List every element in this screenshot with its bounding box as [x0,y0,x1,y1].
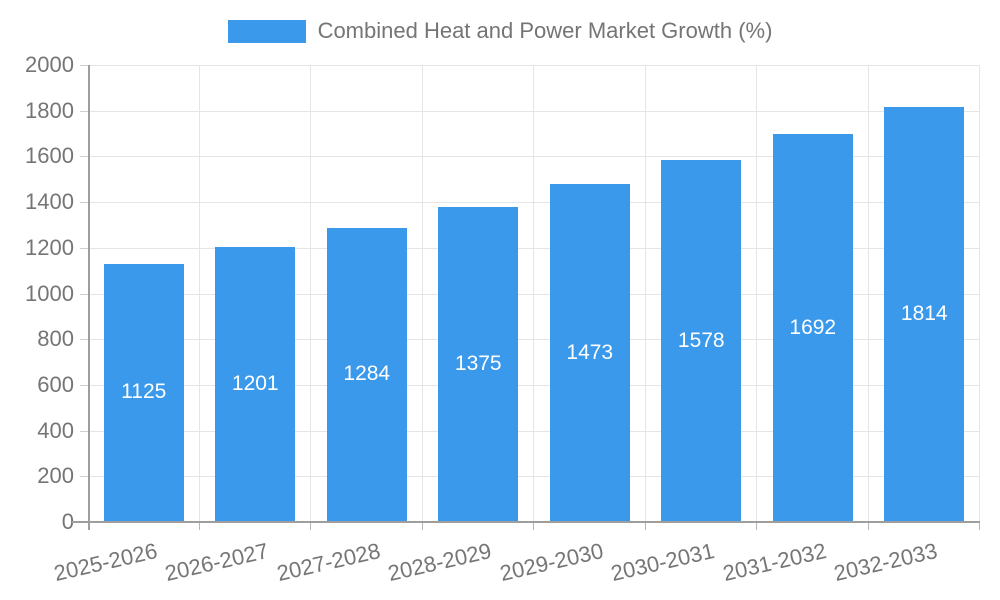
y-axis-tick-label: 200 [37,463,74,489]
y-axis-tick-label: 1600 [25,143,74,169]
y-axis-tick-label: 600 [37,371,74,397]
bar-value-label: 1814 [900,301,948,325]
bar-value-label: 1284 [343,362,391,386]
y-gridline [88,293,980,295]
y-axis-tick-label: 400 [37,417,74,443]
bar[interactable]: 1125 [103,263,184,521]
y-tick-mark [80,156,88,158]
bar[interactable]: 1692 [772,134,853,521]
x-tick-mark [533,522,534,530]
y-tick-mark [80,202,88,204]
legend-label: Combined Heat and Power Market Growth (%… [317,18,773,43]
y-axis-tick-label: 0 [61,509,74,534]
y-axis-tick-label: 2000 [25,52,74,77]
y-gridline [88,476,980,478]
x-tick-mark [867,522,869,530]
x-tick-mark [756,522,757,530]
y-tick-mark [80,110,88,112]
y-gridline [88,430,980,432]
y-tick-mark [80,293,88,295]
bar[interactable]: 1375 [438,206,519,521]
plot-area: 0 200 400 600 800 1000 1200 1400 1600 1800 2000 112… [25,54,980,586]
bar[interactable]: 1814 [884,106,965,521]
y-axis-tick-label: 1800 [25,97,74,123]
x-gridline [756,65,757,522]
bar-value-label: 1125 [121,380,167,404]
x-gridline [310,65,311,522]
bar-value-label: 1578 [677,328,725,352]
y-axis-tick-label: 800 [37,326,74,352]
x-gridline [979,65,980,522]
y-gridline [88,110,980,112]
bar-value-label: 1473 [566,340,614,364]
bar-value-label: 1201 [231,371,279,395]
y-gridline [88,202,980,204]
y-axis-line [88,65,90,530]
y-tick-mark [80,476,88,478]
y-gridline [88,156,980,158]
y-axis-tick-label: 1200 [25,234,74,260]
y-axis-tick-label: 1400 [25,189,74,215]
y-gridline [88,339,980,341]
x-gridline [644,65,646,522]
chart-legend[interactable]: Combined Heat and Power Market Growth (%… [0,18,1000,44]
y-tick-mark [80,430,88,432]
x-gridline [421,65,423,522]
x-axis-line [72,521,980,523]
y-tick-mark [80,339,88,341]
x-gridline [198,65,200,522]
bar[interactable]: 1201 [215,246,296,521]
x-tick-mark [979,522,980,530]
x-tick-mark [198,522,200,530]
x-tick-mark [310,522,311,530]
y-tick-mark [80,384,88,386]
legend-color-swatch [227,19,306,43]
y-axis-tick-label: 1000 [25,280,74,306]
bar-value-label: 1375 [454,351,502,375]
y-tick-mark [80,247,88,249]
x-gridline [533,65,534,522]
bar-value-label: 1692 [789,315,837,339]
bar[interactable]: 1284 [326,227,407,521]
y-gridline [88,384,980,386]
y-gridline [88,247,980,249]
x-tick-mark [644,522,646,530]
x-tick-mark [421,522,423,530]
y-gridline [88,65,980,66]
bar[interactable]: 1473 [549,184,630,521]
y-tick-mark [80,65,88,66]
x-gridline [867,65,869,522]
bar[interactable]: 1578 [661,160,742,521]
